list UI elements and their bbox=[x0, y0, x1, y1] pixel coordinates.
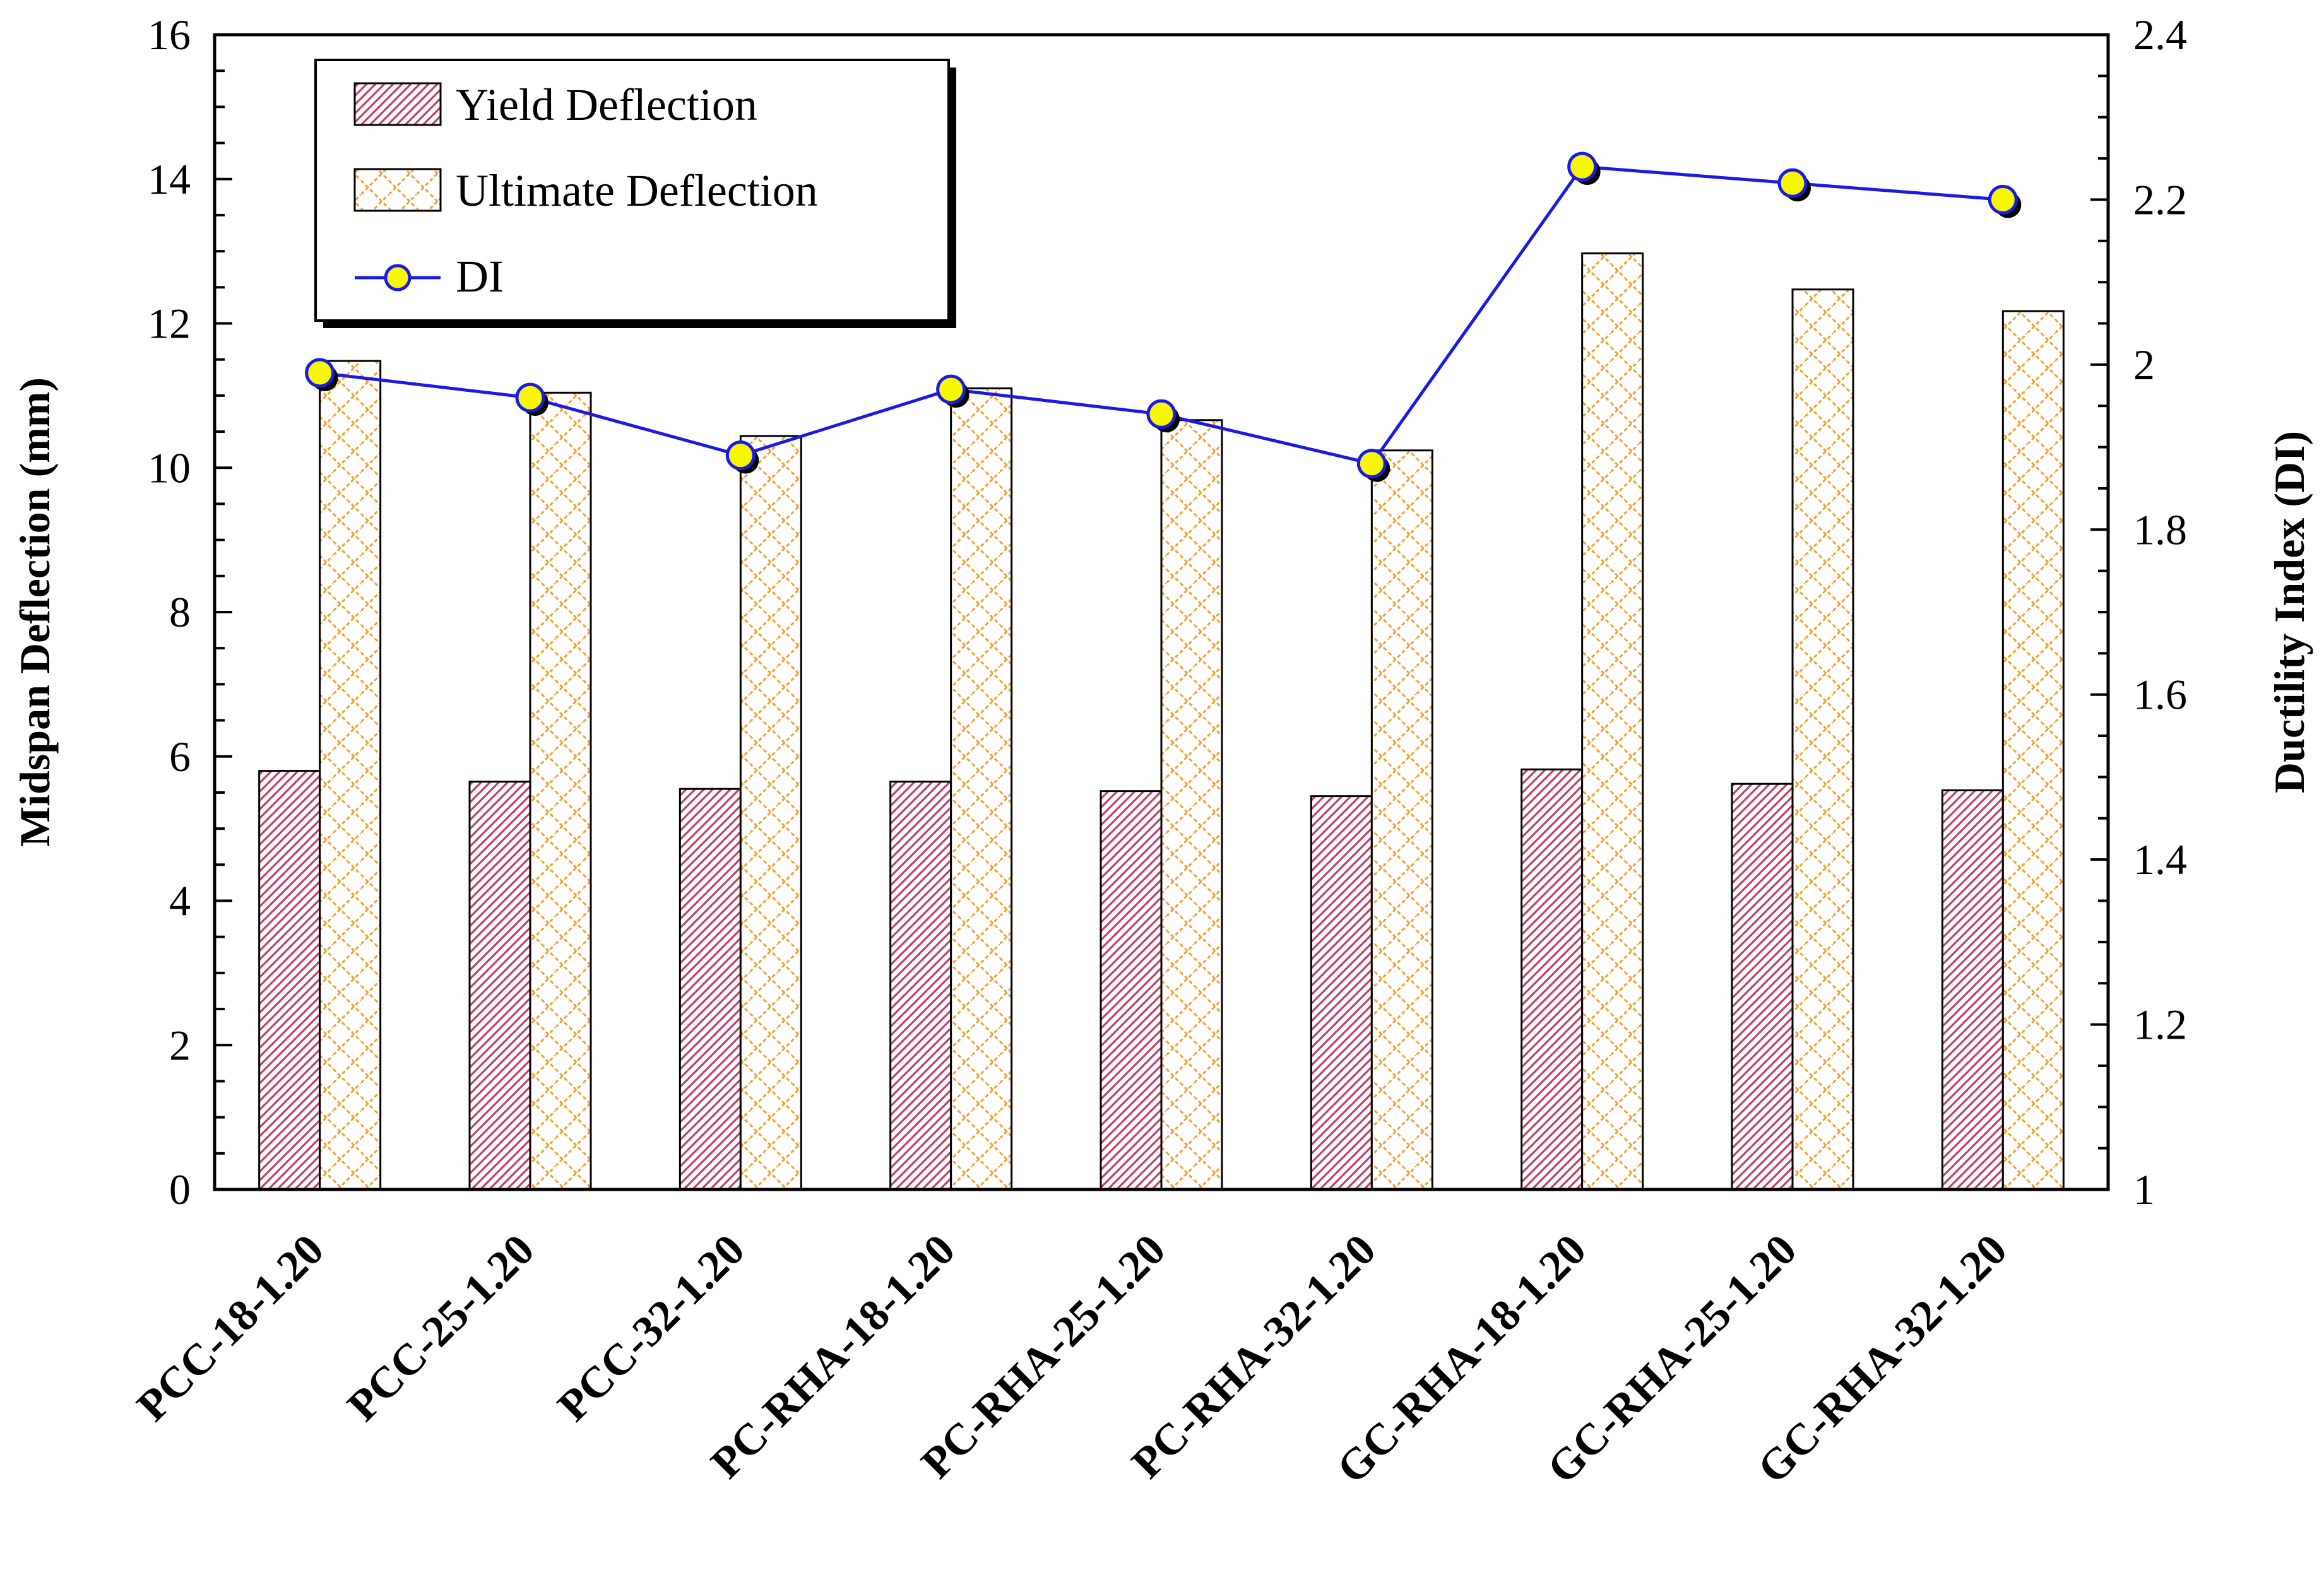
legend-marker-di bbox=[384, 264, 412, 292]
di-marker bbox=[305, 358, 335, 388]
y2-axis-title: Ductility Index (DI) bbox=[2265, 431, 2313, 793]
left-axis: 0 2 4 6 8 10 12 14 16 bbox=[148, 11, 232, 1213]
bar-ultimate-deflection bbox=[319, 360, 382, 1191]
legend-swatch-ultimate bbox=[353, 168, 442, 212]
bar-yield-deflection bbox=[468, 781, 531, 1191]
y-tick-label: 8 bbox=[169, 588, 191, 636]
category-label: PCC-18-1.20 bbox=[128, 1225, 333, 1431]
bar-ultimate-deflection bbox=[1370, 449, 1433, 1191]
y-tick-label: 2 bbox=[169, 1021, 191, 1069]
y-tick-label: 14 bbox=[148, 155, 191, 203]
y-tick-label: 0 bbox=[169, 1165, 191, 1213]
di-marker bbox=[1777, 168, 1808, 198]
y2-tick-label: 1.4 bbox=[2133, 835, 2187, 883]
di-marker bbox=[725, 440, 756, 471]
bar-yield-deflection bbox=[1731, 782, 1794, 1191]
bar-yield-deflection bbox=[258, 770, 321, 1191]
legend-label-ultimate: Ultimate Deflection bbox=[456, 165, 818, 216]
di-marker bbox=[936, 374, 966, 404]
bar-ultimate-deflection bbox=[1160, 419, 1223, 1191]
bars-layer bbox=[258, 252, 2065, 1191]
y2-tick-label: 1.2 bbox=[2133, 1001, 2187, 1049]
y2-tick-label: 2.2 bbox=[2133, 175, 2187, 223]
y-tick-label: 16 bbox=[148, 11, 191, 59]
di-marker bbox=[1146, 399, 1177, 429]
di-marker bbox=[1356, 449, 1387, 479]
y2-tick-label: 1.8 bbox=[2133, 505, 2187, 553]
y-tick-label: 6 bbox=[169, 733, 191, 781]
di-marker bbox=[515, 382, 545, 413]
legend-label-di: DI bbox=[456, 251, 504, 302]
di-marker bbox=[1567, 151, 1598, 182]
legend-swatch-yield bbox=[353, 82, 442, 126]
y-tick-label: 12 bbox=[148, 300, 191, 348]
y-axis-title: Midspan Deflection (mm) bbox=[11, 377, 59, 847]
bar-ultimate-deflection bbox=[2001, 310, 2065, 1191]
bar-yield-deflection bbox=[1100, 790, 1163, 1191]
category-label: PCC-25-1.20 bbox=[338, 1225, 543, 1431]
legend: Yield Deflection Ultimate Deflection DI bbox=[314, 59, 956, 328]
category-labels: PCC-18-1.20 PCC-25-1.20 PCC-32-1.20PC-RHA-… bbox=[128, 1225, 2017, 1493]
bar-yield-deflection bbox=[679, 788, 742, 1191]
y2-tick-label: 2 bbox=[2133, 341, 2155, 389]
legend-label-yield: Yield Deflection bbox=[456, 80, 757, 130]
y2-tick-label: 1 bbox=[2133, 1165, 2155, 1213]
bar-yield-deflection bbox=[1310, 795, 1373, 1191]
bar-yield-deflection bbox=[889, 781, 952, 1191]
bar-yield-deflection bbox=[1941, 789, 2004, 1191]
bar-ultimate-deflection bbox=[950, 387, 1013, 1191]
bar-yield-deflection bbox=[1521, 768, 1584, 1191]
category-label: PCC-32-1.20 bbox=[548, 1225, 754, 1431]
y2-tick-label: 2.4 bbox=[2133, 11, 2187, 59]
right-axis: 1 1.2 1.4 1.6 1.8 2 2.2 2.4 bbox=[2090, 11, 2187, 1213]
di-marker bbox=[1988, 184, 2018, 215]
y-tick-label: 4 bbox=[169, 877, 191, 925]
bar-ultimate-deflection bbox=[1581, 252, 1644, 1191]
di-series-layer bbox=[305, 151, 2022, 482]
y2-tick-label: 1.6 bbox=[2133, 671, 2187, 719]
bar-ultimate-deflection bbox=[529, 391, 592, 1191]
bar-ultimate-deflection bbox=[739, 435, 802, 1191]
y-tick-label: 10 bbox=[148, 444, 191, 492]
bar-ultimate-deflection bbox=[1791, 288, 1854, 1191]
